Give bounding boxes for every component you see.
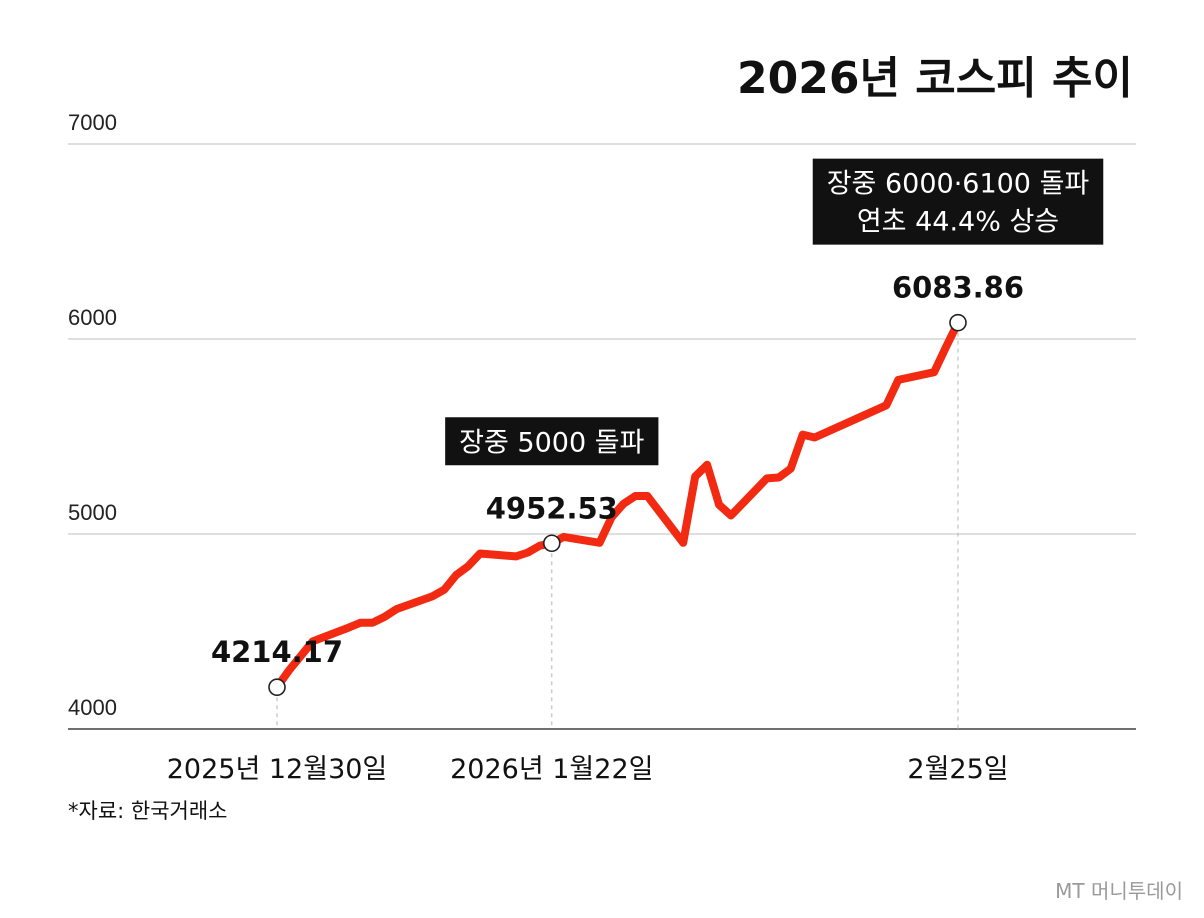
highlight-point	[542, 534, 561, 553]
point-value-labels: 4214.17 4952.53 6083.86	[211, 271, 1024, 670]
x-tick-label: 2026년 1월22일	[450, 754, 653, 785]
x-tick-label: 2025년 12월30일	[167, 754, 388, 785]
annotation: 장중 5000 돌파	[445, 417, 659, 466]
y-axis-ticks: 4000 5000 6000 7000	[68, 110, 117, 720]
y-tick-label: 7000	[68, 110, 117, 135]
chart-title: 2026년 코스피 추이	[737, 53, 1133, 104]
date-guide-lines	[276, 332, 959, 729]
annotation-text: 연초 44.4% 상승	[857, 207, 1059, 238]
point-value-label: 6083.86	[892, 271, 1024, 305]
highlight-point	[268, 678, 286, 697]
annotation-box	[812, 158, 1104, 245]
kospi-line	[273, 318, 962, 692]
annotation-text: 장중 6000·6100 돌파	[827, 169, 1090, 200]
x-tick-label: 2월25일	[907, 754, 1008, 785]
highlight-point	[949, 313, 967, 332]
series-kospi	[273, 318, 962, 692]
brand-logo: MT 머니투데이	[1055, 879, 1183, 903]
highlight-markers	[268, 313, 967, 697]
x-axis-ticks: 2025년 12월30일 2026년 1월22일 2월25일	[167, 754, 1009, 785]
y-tick-label: 4000	[68, 695, 117, 720]
point-value-label: 4214.17	[211, 635, 343, 669]
annotation-text: 장중 5000 돌파	[459, 427, 644, 458]
y-tick-label: 6000	[68, 305, 117, 330]
y-tick-label: 5000	[68, 500, 117, 525]
brand-text: MT 머니투데이	[1055, 879, 1183, 903]
source-note: *자료: 한국거래소	[68, 799, 228, 823]
annotation-box	[445, 417, 659, 466]
point-value-label: 4952.53	[486, 491, 618, 525]
